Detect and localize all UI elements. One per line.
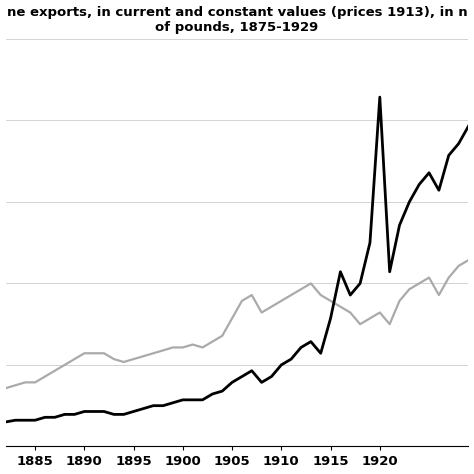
Title: ne exports, in current and constant values (prices 1913), in n
of pounds, 1875-1: ne exports, in current and constant valu… [7,6,467,34]
